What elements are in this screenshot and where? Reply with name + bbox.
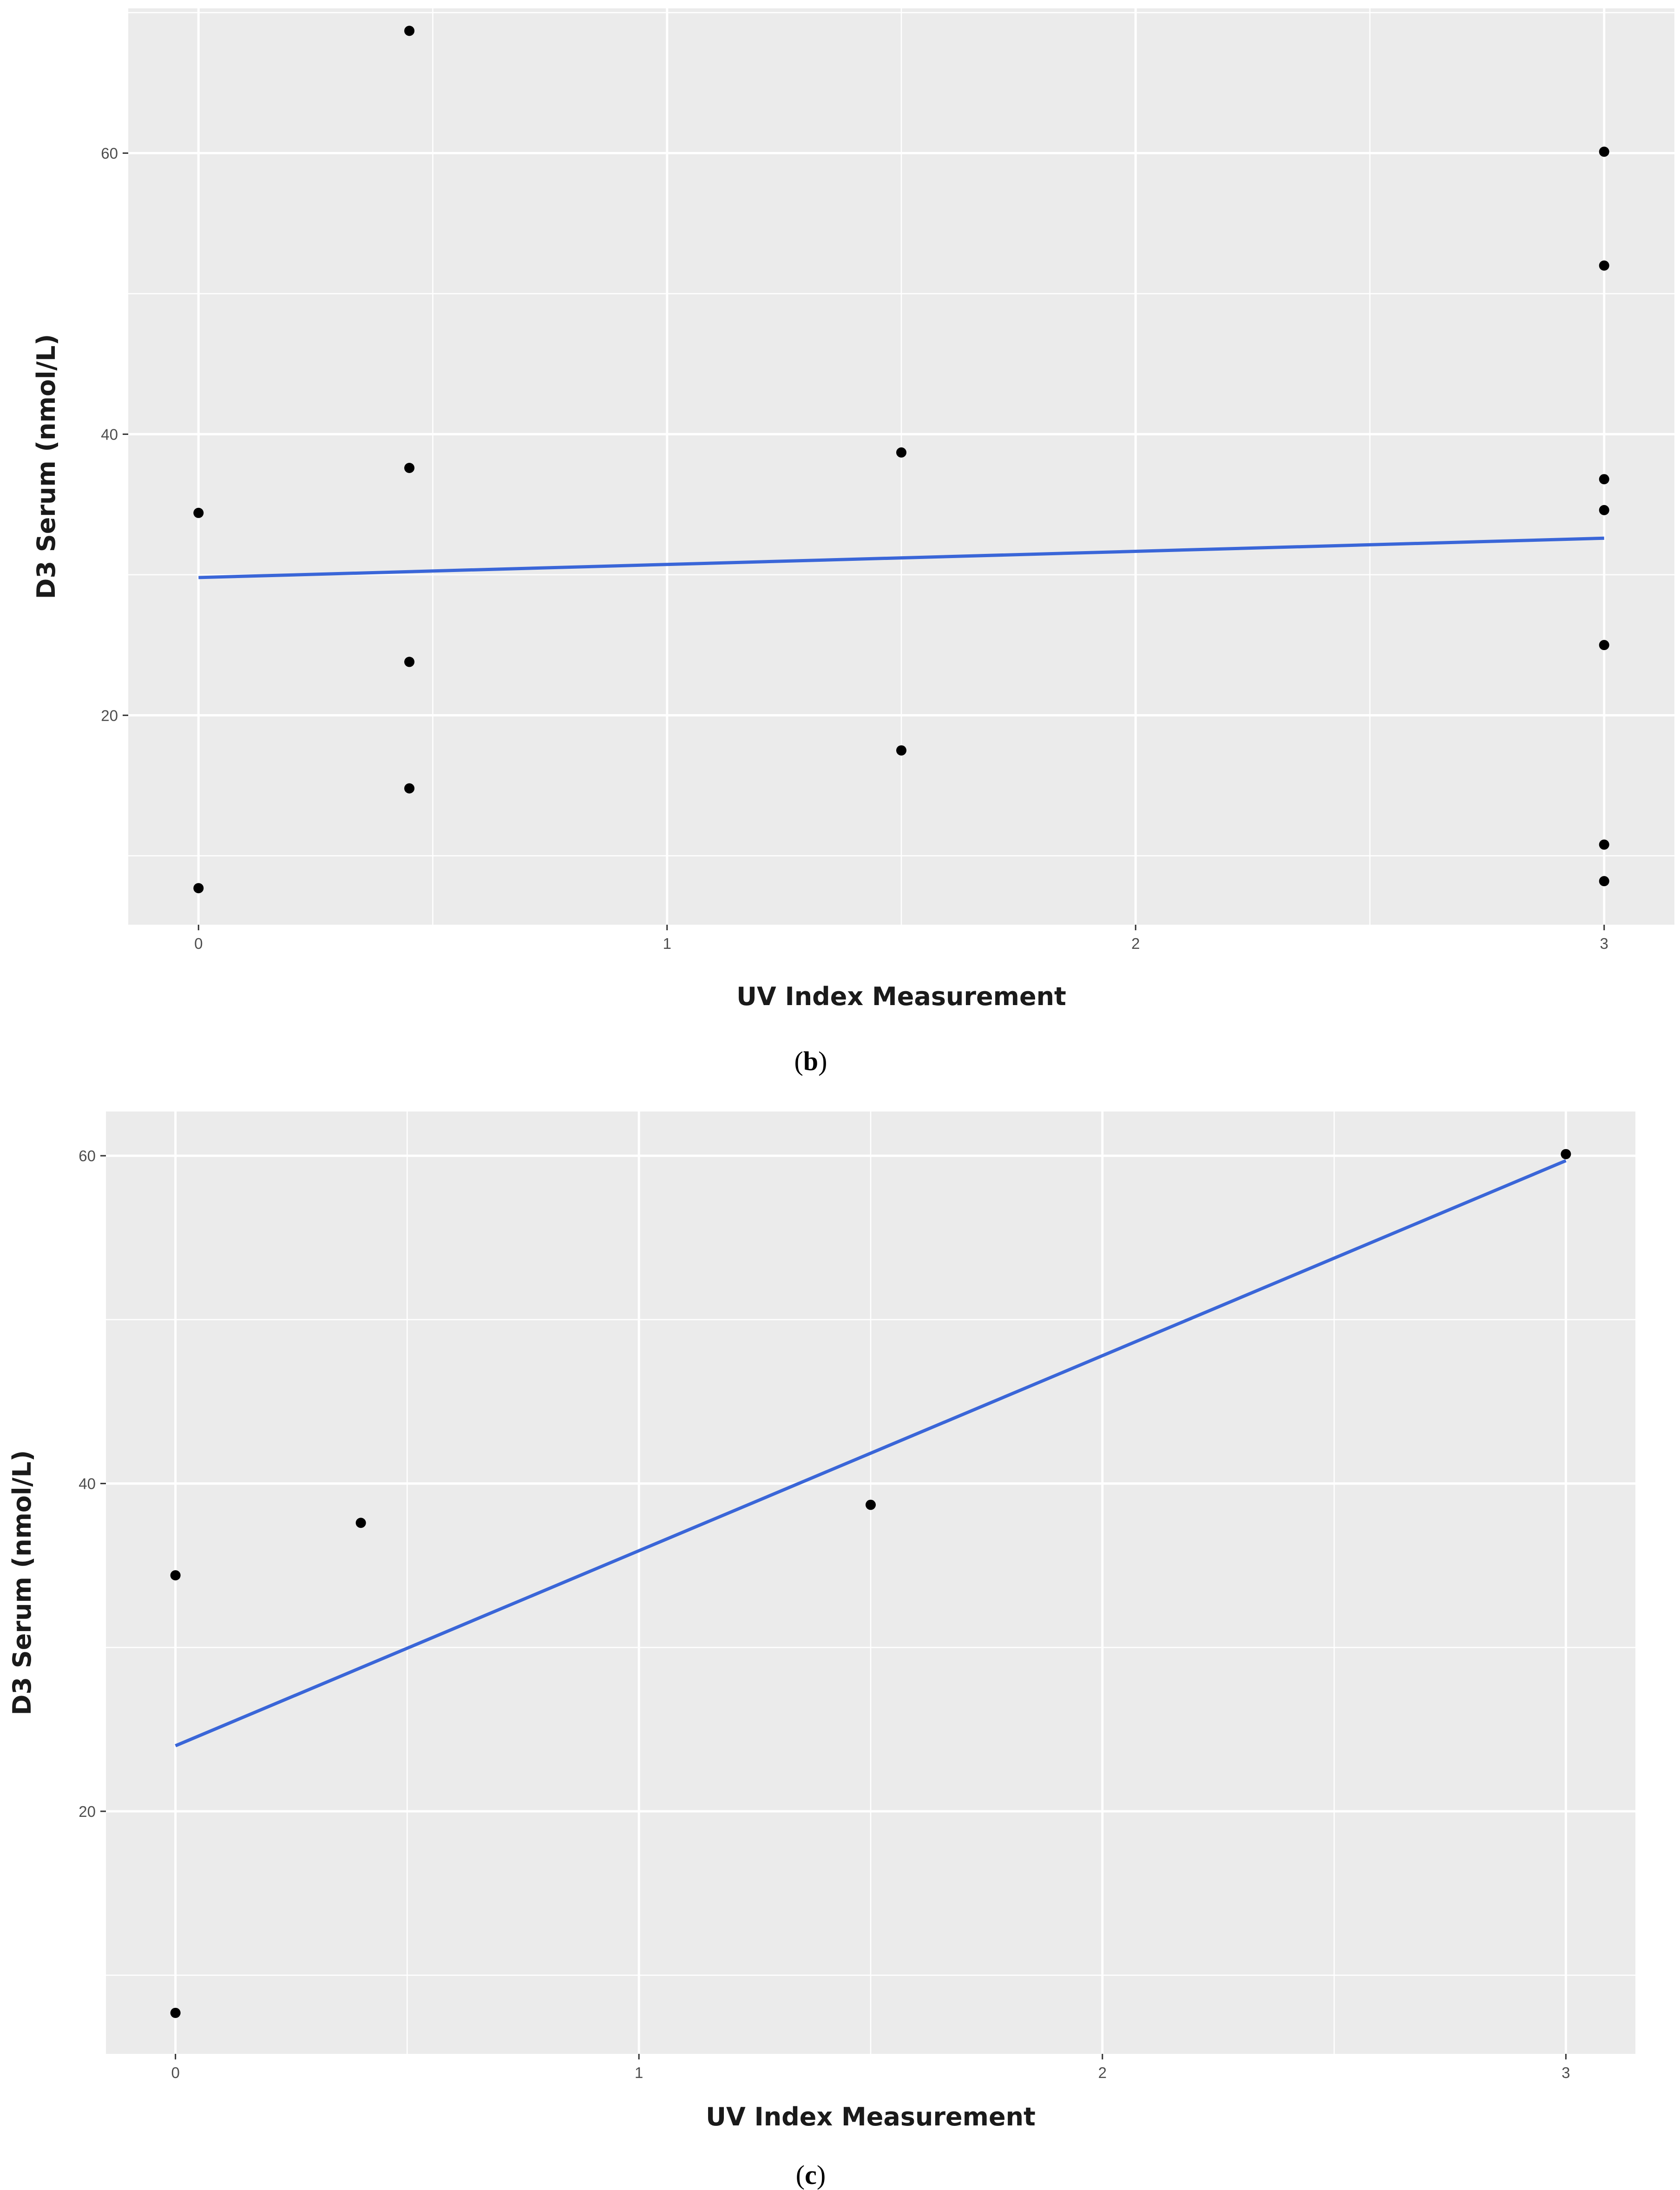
x-tick-label: 2 — [1131, 935, 1140, 952]
panel-caption-c: (c) — [796, 2160, 826, 2190]
data-point — [355, 1518, 366, 1528]
gridlines — [106, 1111, 1635, 2054]
regression-line-layer — [175, 1159, 1567, 1748]
panel-label: c — [805, 2160, 817, 2190]
y-tick-label: 40 — [101, 426, 118, 443]
x-tick-label: 1 — [663, 935, 671, 952]
data-point — [1599, 146, 1609, 157]
x-tick-label: 0 — [171, 2064, 179, 2081]
panel-caption-b: (b) — [794, 1046, 827, 1076]
data-point — [404, 657, 415, 667]
data-point — [193, 507, 204, 518]
data-point — [896, 447, 906, 458]
x-axis-title: UV Index Measurement — [736, 982, 1066, 1011]
data-point — [1599, 505, 1609, 515]
data-point — [170, 2007, 181, 2018]
data-point — [1599, 876, 1609, 887]
data-points-layer — [170, 1149, 1571, 2018]
x-tick-label: 3 — [1600, 935, 1608, 952]
x-tick-label: 3 — [1562, 2064, 1570, 2081]
data-point — [1599, 260, 1609, 271]
x-axis-ticks: 0 1 2 3 — [194, 925, 1608, 952]
x-axis-ticks: 0 1 2 3 — [171, 2054, 1570, 2081]
x-tick-label: 2 — [1098, 2064, 1107, 2081]
data-point — [1599, 640, 1609, 651]
y-tick-label: 20 — [101, 707, 118, 724]
data-point — [170, 1570, 181, 1581]
y-axis-title: D3 Serum (nmol/L) — [7, 1450, 37, 1716]
x-axis-title: UV Index Measurement — [706, 2102, 1036, 2131]
chart-panel-b: 0 1 2 3 20 40 60 UV Index Measurement D3 Seru… — [32, 8, 1674, 1076]
y-axis-ticks: 20 40 60 — [79, 1147, 106, 1820]
x-tick-label: 0 — [194, 935, 203, 952]
regression-line-layer — [198, 536, 1604, 579]
data-points-layer — [193, 26, 1609, 894]
y-tick-label: 40 — [79, 1475, 96, 1493]
data-point — [896, 745, 906, 756]
data-point — [1599, 474, 1609, 485]
data-point — [404, 463, 415, 474]
data-point — [193, 883, 204, 894]
x-tick-label: 1 — [635, 2064, 643, 2081]
regression-line — [175, 1159, 1567, 1748]
y-tick-label: 60 — [79, 1147, 96, 1164]
y-tick-label: 60 — [101, 145, 118, 162]
y-tick-label: 20 — [79, 1803, 96, 1820]
data-point — [1599, 839, 1609, 850]
chart-panel-c: 0 1 2 3 20 40 60 UV Index Measurement D3 Seru… — [7, 1111, 1635, 2190]
y-axis-title: D3 Serum (nmol/L) — [32, 334, 61, 599]
panel-label: b — [803, 1046, 818, 1076]
regression-line — [198, 536, 1604, 579]
data-point — [404, 783, 415, 794]
gridlines — [128, 8, 1674, 925]
data-point — [404, 26, 415, 36]
data-point — [1561, 1149, 1571, 1159]
y-axis-ticks: 20 40 60 — [101, 145, 128, 724]
data-point — [866, 1499, 876, 1510]
